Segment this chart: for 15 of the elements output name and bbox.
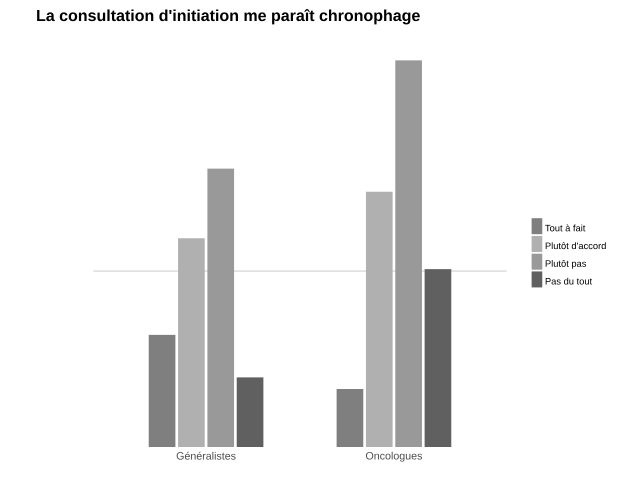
bar — [395, 60, 422, 447]
bar — [424, 269, 452, 447]
bar — [148, 334, 176, 447]
bar — [207, 168, 234, 447]
legend-label: Plutôt d'accord — [546, 242, 606, 250]
legend-label: Tout à fait — [545, 224, 586, 232]
x-tick-label: Généralistes — [176, 452, 236, 460]
legend-label: Pas du tout — [546, 278, 592, 285]
bar — [336, 389, 364, 447]
legend-label: Plutôt pas — [546, 260, 586, 269]
bar — [236, 377, 264, 447]
chart-title: La consultation d'initiation me paraît chronophage — [37, 9, 420, 24]
bar — [366, 192, 393, 447]
x-tick-label: Oncologues — [366, 452, 422, 462]
bar — [178, 238, 205, 447]
